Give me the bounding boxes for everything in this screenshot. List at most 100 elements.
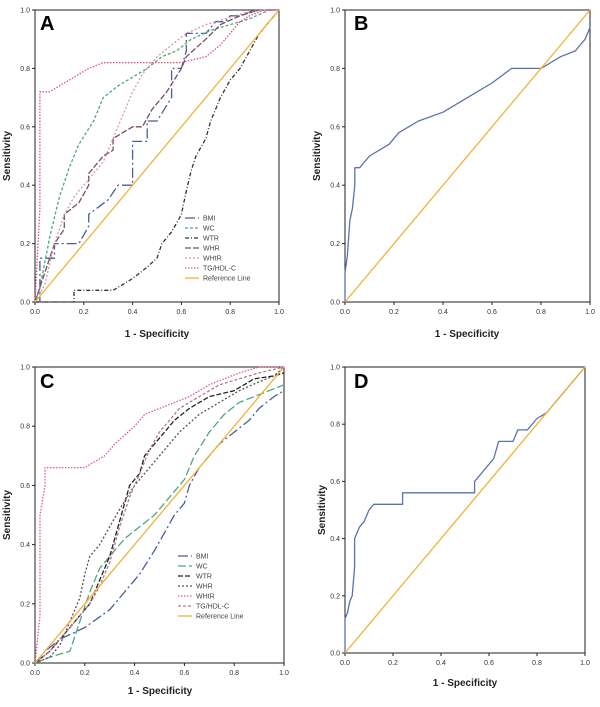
panel-b-xlabel: 1 - Specificity	[435, 329, 500, 340]
panel-c-xtick-label-4: 0.8	[229, 670, 239, 677]
panel-a-series	[34, 9, 280, 303]
panel-d-xtick-label-0: 0.0	[340, 660, 350, 667]
panel-b-ytick-label-2: 0.4	[330, 183, 340, 190]
panel-c-letter: C	[40, 371, 54, 393]
panel-c-legend-label-whr: WHR	[196, 584, 213, 591]
panel-b-frame	[344, 9, 591, 303]
panel-d-frame	[344, 366, 586, 654]
panel-c-ticks: 0.0 0.2 0.4 0.6 0.8 1.0 0.0 0.2 0.4 0.6 0.8 1.0	[20, 365, 289, 678]
panel-a-legend: BMI WC WTR WHR WHtR TG/HDL-C Reference Line	[185, 216, 251, 283]
panel-a-legend-label-whr: WHR	[203, 246, 220, 253]
panel-b-ticks: 0.0 0.2 0.4 0.6 0.8 1.0 0.0 0.2 0.4 0.6 0.8 1.0	[330, 8, 595, 317]
panel-b-ytick-label-0: 0.0	[330, 300, 340, 307]
panel-d-ytick-label-3: 0.6	[330, 479, 340, 486]
panel-d-ytick-label-1: 0.2	[330, 593, 340, 600]
panel-a-legend-label-bmi: BMI	[203, 216, 216, 223]
panel-a-xlabel: 1 - Specificity	[125, 329, 190, 340]
panel-b-ytick-label-3: 0.6	[330, 124, 340, 131]
panel-d-series	[344, 366, 586, 654]
panel-a-ytick-label-3: 0.6	[20, 124, 30, 131]
panel-d-xtick-label-2: 0.4	[436, 660, 446, 667]
panel-d: D 1 - Specificity Sensitivity 0.0 0.2 0.4 0…	[317, 365, 590, 690]
panel-c-ylabel: Sensitivity	[2, 490, 13, 540]
panel-a-xtick-label-5: 1.0	[274, 309, 284, 316]
panel-d-xtick-label-3: 0.6	[484, 660, 494, 667]
panel-c-xtick-label-3: 0.6	[180, 670, 190, 677]
panel-c-series-wc	[34, 384, 285, 664]
panel-c-series-whr	[34, 366, 285, 664]
panel-c-legend-label-bmi: BMI	[196, 554, 209, 561]
panel-c-series-bmi	[34, 390, 285, 664]
panel-a-series-reference-line	[34, 9, 280, 303]
panel-a-ytick-label-0: 0.0	[20, 300, 30, 307]
panel-b-letter: B	[354, 13, 368, 35]
panel-c-ytick-label-5: 1.0	[20, 365, 30, 372]
panel-c-ytick-label-2: 0.4	[20, 542, 30, 549]
panel-b-ytick-label-4: 0.8	[330, 66, 340, 73]
panel-c-legend-label-tg-hdl-c: TG/HDL-C	[196, 604, 229, 611]
panel-d-ytick-label-5: 1.0	[330, 365, 340, 372]
panel-c-legend: BMI WC WTR WHR WHtR TG/HDL-C Reference Line	[178, 554, 244, 621]
panel-c: C 1 - Specificity Sensitivity 0.0 0.2 0.4 0…	[2, 365, 289, 698]
panel-c-legend-label-reference-line: Reference Line	[196, 614, 244, 621]
panel-a-legend-label-reference-line: Reference Line	[203, 276, 251, 283]
panel-c-xtick-label-0: 0.0	[30, 670, 40, 677]
panel-a-xtick-label-2: 0.4	[128, 309, 138, 316]
panel-a-ytick-label-1: 0.2	[20, 241, 30, 248]
panel-c-xtick-label-1: 0.2	[80, 670, 90, 677]
panel-a: A 1 - Specificity Sensitivity 0.0 0.2 0.4 0…	[2, 8, 284, 341]
panel-b-ytick-label-5: 1.0	[330, 8, 340, 15]
panel-a-series-wc	[34, 9, 279, 303]
panel-a-series-bmi	[35, 9, 279, 303]
panel-d-xlabel: 1 - Specificity	[433, 678, 498, 689]
panel-c-series-whtr	[34, 366, 284, 664]
panel-a-ytick-label-2: 0.4	[20, 183, 30, 190]
panel-c-series-reference-line	[34, 366, 285, 664]
panel-a-series-whtr	[34, 9, 279, 303]
panel-a-legend-label-tg-hdl-c: TG/HDL-C	[203, 266, 236, 273]
panel-c-ytick-label-1: 0.2	[20, 601, 30, 608]
panel-d-ytick-label-0: 0.0	[330, 651, 340, 658]
panel-c-ytick-label-4: 0.8	[20, 424, 30, 431]
panel-a-legend-label-whtr: WHtR	[203, 256, 222, 263]
panel-b-xtick-label-0: 0.0	[340, 309, 350, 316]
panel-b: B 1 - Specificity Sensitivity 0.0 0.2 0.4 0…	[312, 8, 595, 341]
panel-d-xtick-label-5: 1.0	[580, 660, 590, 667]
panel-c-series-tg-hdl-c	[34, 366, 285, 664]
panel-c-ytick-label-0: 0.0	[20, 661, 30, 668]
panel-c-xlabel: 1 - Specificity	[128, 686, 193, 697]
panel-d-ytick-label-2: 0.4	[330, 536, 340, 543]
panel-a-series-tg-hdl-c	[34, 9, 279, 303]
panel-a-ytick-label-4: 0.8	[20, 66, 30, 73]
panel-b-xtick-label-5: 1.0	[585, 309, 595, 316]
panel-a-letter: A	[40, 13, 54, 35]
panel-d-ylabel: Sensitivity	[317, 485, 328, 535]
panel-a-ylabel: Sensitivity	[2, 131, 13, 181]
panel-c-series	[34, 366, 285, 664]
panel-b-series-reference	[344, 9, 591, 303]
panel-a-xtick-label-1: 0.2	[79, 309, 89, 316]
panel-d-ticks: 0.0 0.2 0.4 0.6 0.8 1.0 0.0 0.2 0.4 0.6 0.8 1.0	[330, 365, 590, 668]
panel-c-xtick-label-2: 0.4	[130, 670, 140, 677]
panel-c-xtick-label-5: 1.0	[279, 670, 289, 677]
panel-a-series-wtr	[35, 9, 280, 303]
panel-b-series	[344, 9, 591, 303]
panel-a-frame	[34, 9, 280, 303]
panel-c-ytick-label-3: 0.6	[20, 483, 30, 490]
panel-d-xtick-label-4: 0.8	[532, 660, 542, 667]
panel-a-xtick-label-4: 0.8	[225, 309, 235, 316]
panel-a-legend-label-wc: WC	[203, 226, 215, 233]
panel-d-series-reference	[344, 366, 586, 654]
panel-a-xtick-label-3: 0.6	[177, 309, 187, 316]
panel-a-ticks: 0.0 0.2 0.4 0.6 0.8 1.0 0.0 0.2 0.4 0.6 0.8 1.0	[20, 8, 284, 317]
panel-d-ytick-label-4: 0.8	[330, 422, 340, 429]
panel-a-legend-label-wtr: WTR	[203, 236, 219, 243]
panel-c-legend-label-wc: WC	[196, 564, 208, 571]
panel-b-xtick-label-2: 0.4	[438, 309, 448, 316]
panel-c-frame	[34, 366, 285, 664]
panel-a-series-whr	[34, 9, 279, 303]
panel-b-xtick-label-4: 0.8	[536, 309, 546, 316]
panel-b-ylabel: Sensitivity	[312, 131, 323, 181]
panel-b-xtick-label-3: 0.6	[487, 309, 497, 316]
